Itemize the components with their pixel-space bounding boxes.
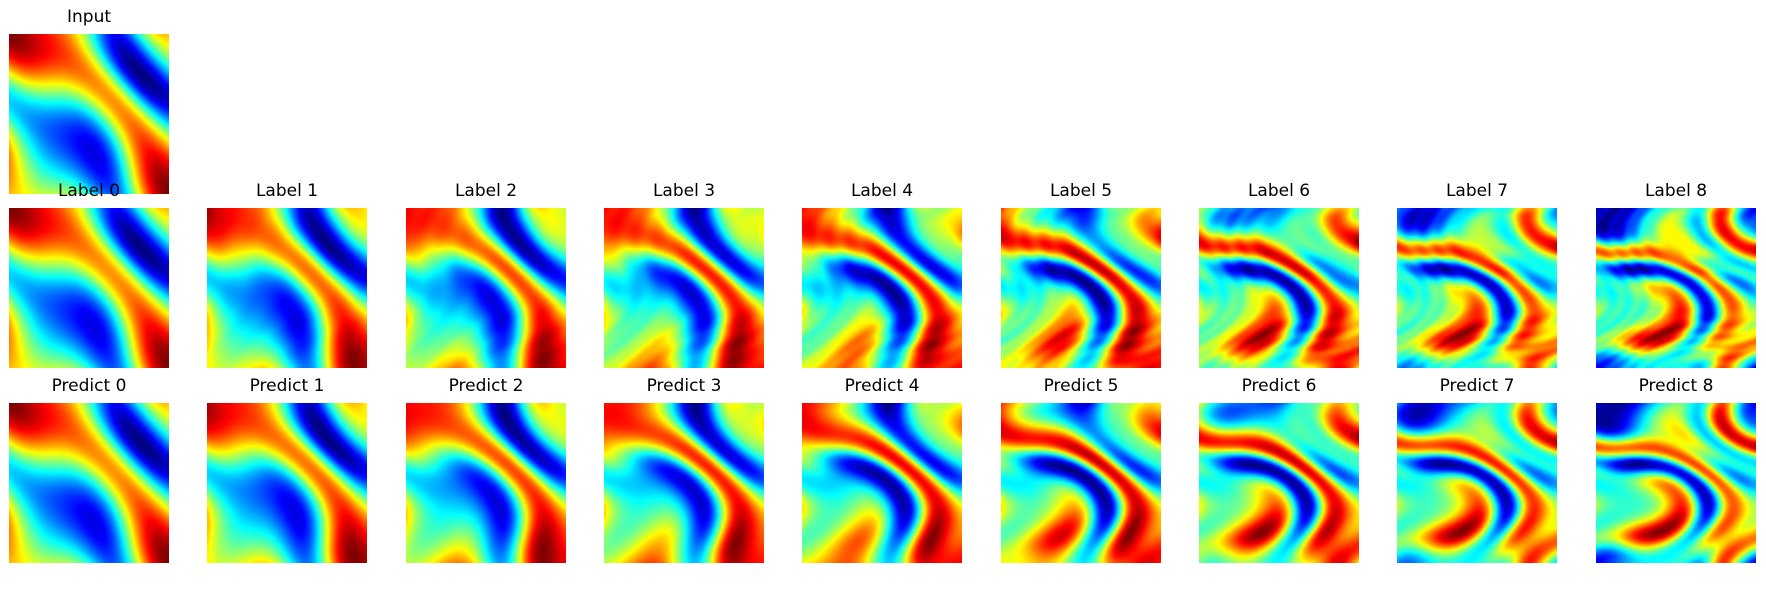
predict-heatmap-4 bbox=[802, 403, 962, 563]
predict-title: Predict 6 bbox=[1241, 376, 1317, 396]
predict-title: Predict 5 bbox=[1043, 376, 1119, 396]
predict-heatmap-7 bbox=[1397, 403, 1557, 563]
label-title: Label 5 bbox=[1049, 181, 1113, 201]
predict-heatmap-6 bbox=[1199, 403, 1359, 563]
label-title: Label 7 bbox=[1445, 181, 1509, 201]
label-heatmap-3 bbox=[604, 208, 764, 368]
predict-title: Predict 1 bbox=[249, 376, 325, 396]
predict-title: Predict 0 bbox=[51, 376, 127, 396]
predict-heatmap-5 bbox=[1001, 403, 1161, 563]
label-title: Label 8 bbox=[1644, 181, 1708, 201]
label-title: Label 6 bbox=[1247, 181, 1311, 201]
predict-title: Predict 4 bbox=[844, 376, 920, 396]
predict-title: Predict 2 bbox=[448, 376, 524, 396]
predict-title: Predict 3 bbox=[646, 376, 722, 396]
label-title: Label 0 bbox=[57, 181, 121, 201]
label-heatmap-5 bbox=[1001, 208, 1161, 368]
label-heatmap-8 bbox=[1596, 208, 1756, 368]
label-heatmap-4 bbox=[802, 208, 962, 368]
label-title: Label 1 bbox=[255, 181, 319, 201]
input-heatmap bbox=[9, 34, 169, 194]
predict-heatmap-8 bbox=[1596, 403, 1756, 563]
label-heatmap-1 bbox=[207, 208, 367, 368]
predict-heatmap-0 bbox=[9, 403, 169, 563]
label-title: Label 2 bbox=[454, 181, 518, 201]
label-heatmap-2 bbox=[406, 208, 566, 368]
label-title: Label 4 bbox=[850, 181, 914, 201]
predict-title: Predict 8 bbox=[1638, 376, 1714, 396]
label-heatmap-6 bbox=[1199, 208, 1359, 368]
label-heatmap-7 bbox=[1397, 208, 1557, 368]
label-title: Label 3 bbox=[652, 181, 716, 201]
label-heatmap-0 bbox=[9, 208, 169, 368]
predict-heatmap-1 bbox=[207, 403, 367, 563]
predict-heatmap-3 bbox=[604, 403, 764, 563]
predict-heatmap-2 bbox=[406, 403, 566, 563]
input-title: Input bbox=[66, 7, 112, 27]
predict-title: Predict 7 bbox=[1439, 376, 1515, 396]
